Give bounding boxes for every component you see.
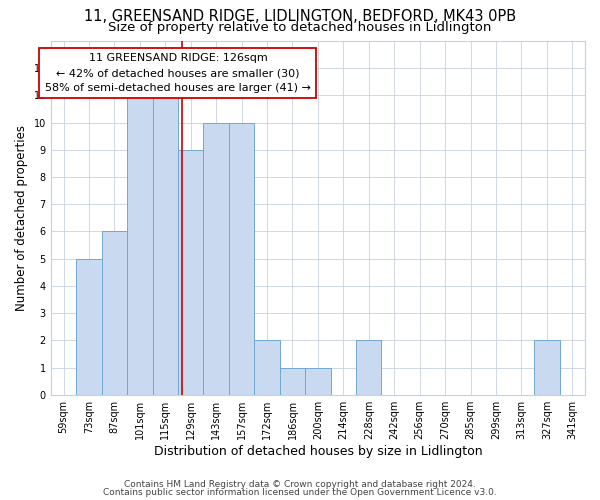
Bar [101, 232, 127, 394]
Bar [76, 258, 101, 394]
Bar [305, 368, 331, 394]
Bar [280, 368, 305, 394]
Bar [356, 340, 382, 394]
Bar [178, 150, 203, 394]
X-axis label: Distribution of detached houses by size in Lidlington: Distribution of detached houses by size … [154, 444, 482, 458]
Bar [203, 122, 229, 394]
Bar [229, 122, 254, 394]
Bar [534, 340, 560, 394]
Text: Size of property relative to detached houses in Lidlington: Size of property relative to detached ho… [109, 21, 491, 34]
Bar [127, 96, 152, 395]
Bar [152, 96, 178, 395]
Bar [254, 340, 280, 394]
Text: Contains public sector information licensed under the Open Government Licence v3: Contains public sector information licen… [103, 488, 497, 497]
Text: Contains HM Land Registry data © Crown copyright and database right 2024.: Contains HM Land Registry data © Crown c… [124, 480, 476, 489]
Text: 11, GREENSAND RIDGE, LIDLINGTON, BEDFORD, MK43 0PB: 11, GREENSAND RIDGE, LIDLINGTON, BEDFORD… [84, 9, 516, 24]
Text: 11 GREENSAND RIDGE: 126sqm
← 42% of detached houses are smaller (30)
58% of semi: 11 GREENSAND RIDGE: 126sqm ← 42% of deta… [45, 53, 311, 93]
Y-axis label: Number of detached properties: Number of detached properties [15, 125, 28, 311]
